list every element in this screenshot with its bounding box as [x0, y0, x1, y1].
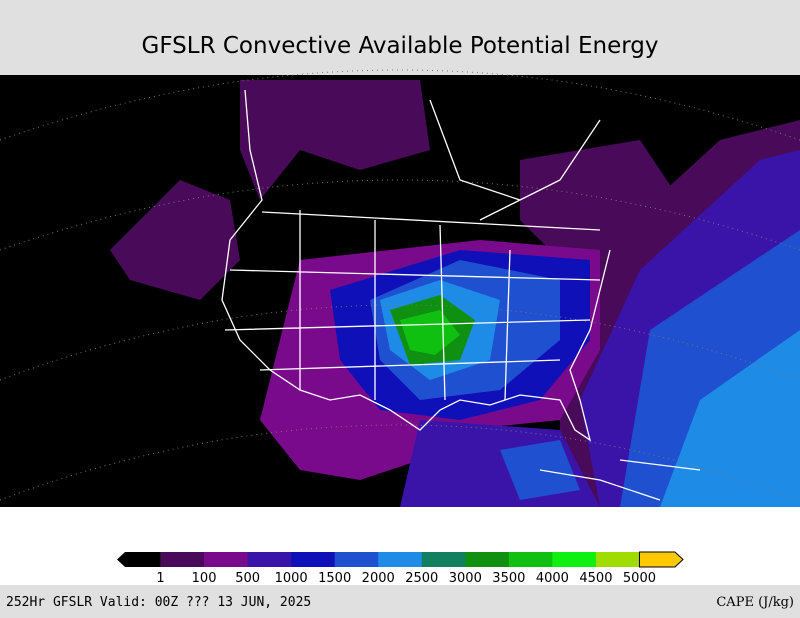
footer-right: CAPE (J/kg)	[716, 595, 794, 610]
colorbar-tick-label: 4500	[579, 571, 612, 586]
colorbar-segment	[160, 552, 205, 567]
map	[0, 69, 800, 507]
colorbar-segment	[247, 552, 292, 567]
title: GFSLR Convective Available Potential Ene…	[142, 33, 659, 59]
colorbar-segment	[204, 552, 249, 567]
colorbar-segment	[508, 552, 553, 567]
colorbar-tick-label: 5000	[623, 571, 656, 586]
colorbar-segment	[421, 552, 466, 567]
title-bar	[0, 0, 800, 75]
colorbar-tick-label: 1	[156, 571, 164, 586]
colorbar-tick-label: 2500	[405, 571, 438, 586]
footer-bar	[0, 585, 800, 618]
colorbar-tick-label: 500	[235, 571, 260, 586]
colorbar-tick-label: 3500	[492, 571, 525, 586]
colorbar-segment	[638, 551, 684, 568]
legend-area	[0, 507, 800, 585]
colorbar-tick-label: 2000	[362, 571, 395, 586]
colorbar: 1 100 500 1000 1500 2000 2500 3000 3500 4000 4500 5…	[117, 551, 684, 586]
colorbar-segment	[595, 552, 640, 567]
footer-left: 252Hr GFSLR Valid: 00Z ??? 13 JUN, 2025	[6, 595, 311, 610]
colorbar-segment	[291, 552, 336, 567]
colorbar-tick-label: 4000	[536, 571, 569, 586]
colorbar-tick-label: 1500	[318, 571, 351, 586]
colorbar-segment	[465, 552, 510, 567]
colorbar-tick-label: 1000	[275, 571, 308, 586]
colorbar-segment	[334, 552, 379, 567]
colorbar-segment	[552, 552, 597, 567]
colorbar-tick-label: 3000	[449, 571, 482, 586]
colorbar-tick-label: 100	[192, 571, 217, 586]
colorbar-segment	[117, 552, 161, 567]
colorbar-segment	[378, 552, 423, 567]
